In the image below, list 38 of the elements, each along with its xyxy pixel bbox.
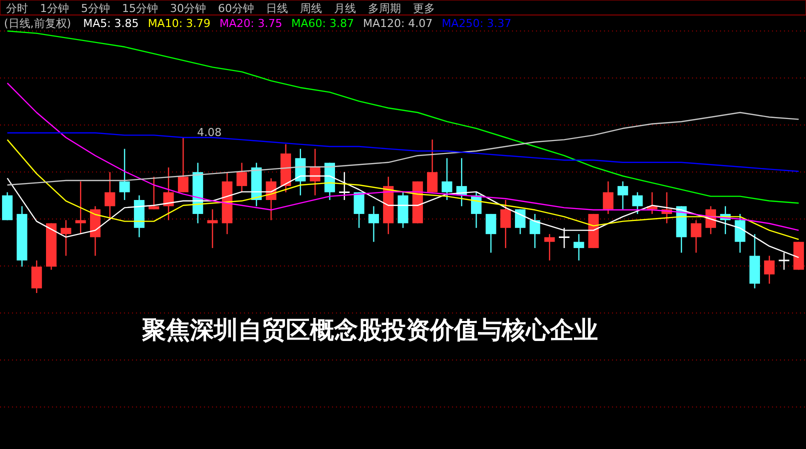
candlestick	[119, 148, 130, 201]
text: 60分钟	[218, 2, 254, 15]
legend-label: MA60: 3.87	[291, 17, 354, 30]
legend-label: MA250: 3.37	[442, 17, 512, 30]
annotation: 4.08	[197, 126, 222, 139]
candlestick	[618, 180, 628, 210]
text: 1分钟	[40, 2, 69, 15]
text: 聚焦深圳自贸区概念股投资价值与核心企业	[141, 316, 598, 344]
candlestick	[690, 220, 702, 254]
candlestick	[442, 158, 452, 201]
candlestick	[574, 234, 584, 262]
text: 日线	[266, 2, 288, 15]
candlestick	[60, 220, 72, 256]
candlestick	[544, 234, 555, 262]
text: 分时	[6, 2, 28, 15]
text: 30分钟	[170, 2, 206, 15]
text: 月线	[334, 2, 356, 15]
candlestick	[207, 208, 218, 249]
candlestick	[632, 192, 643, 215]
candlestick	[178, 137, 188, 193]
text: 5分钟	[81, 2, 110, 15]
candlestick	[558, 227, 570, 249]
text: 15分钟	[122, 2, 158, 15]
candlestick	[530, 213, 540, 249]
candlestick	[148, 176, 160, 210]
candlestick	[75, 180, 86, 235]
candlestick	[602, 180, 614, 215]
text: 更多	[413, 2, 435, 15]
candlestick	[486, 213, 496, 254]
legend-label: MA120: 4.07	[362, 17, 433, 30]
text: 周线	[300, 2, 322, 15]
text: 多周期	[368, 2, 401, 15]
legend-label: MA5: 3.85	[83, 17, 139, 30]
candlestick	[31, 260, 42, 294]
legend-label: MA10: 3.79	[148, 17, 211, 30]
legend-label: MA20: 3.75	[220, 17, 282, 30]
candlestick	[354, 192, 364, 228]
chart-subtitle: (日线,前复权)	[4, 17, 72, 30]
